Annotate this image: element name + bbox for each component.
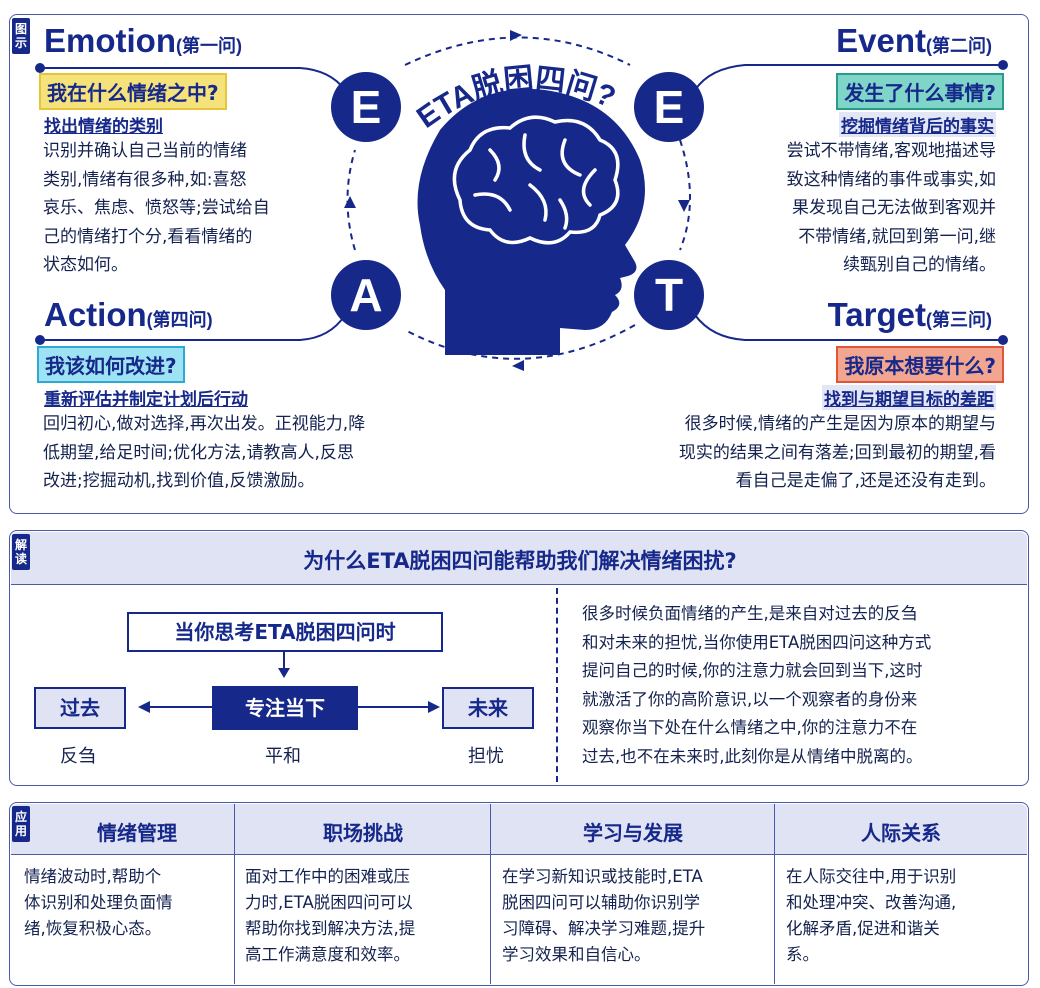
apply-head-relations: 人际关系 [861, 821, 941, 845]
future-caption: 担忧 [468, 746, 504, 767]
interpret-line: 过去,也不在未来时,此刻你是从情绪中脱离的。 [582, 746, 923, 766]
event-line: 尝试不带情绪,客观地描述导 [786, 141, 996, 161]
present-box: 专注当下 [212, 686, 358, 730]
interpret-body: 很多时候负面情绪的产生,是来自对过去的反刍 和对未来的担忧,当你使用ETA脱困四… [582, 600, 1022, 771]
interpret-line: 和对未来的担忧,当你使用ETA脱困四问这种方式 [582, 632, 932, 652]
diagram-tag: 图示 [12, 18, 30, 54]
interpret-line: 观察你当下处在什么情绪之中,你的注意力不在 [582, 718, 918, 737]
present-caption: 平和 [265, 746, 301, 767]
action-body: 回归初心,做对选择,再次出发。正视能力,降 低期望,给足时间;优化方法,请教高人… [43, 410, 483, 496]
emotion-line: 状态如何。 [43, 255, 128, 275]
action-line: 改进;挖掘动机,找到价值,反馈激励。 [43, 471, 315, 491]
interpret-divider [556, 588, 558, 782]
action-title-cn: (第四问) [146, 310, 213, 330]
apply-head-work: 职场挑战 [323, 821, 403, 845]
emotion-dot [35, 63, 45, 73]
emotion-letter-circle: E [331, 72, 401, 142]
apply-line: 化解矛盾,促进和谐关 [786, 919, 940, 938]
apply-line: 和处理冲突、改善沟通, [786, 893, 957, 912]
apply-line: 体识别和处理负面情 [24, 893, 173, 912]
event-line: 致这种情绪的事件或事实,如 [786, 169, 996, 190]
apply-line: 在人际交往中,用于识别 [786, 867, 957, 886]
diagram-connectors: ETA脱困四问? [40, 30, 1003, 371]
target-question: 我原本想要什么? [836, 346, 1004, 383]
target-title-cn: (第三问) [926, 310, 992, 330]
emotion-line: 哀乐、焦虑、愤怒等;尝试给自 [43, 198, 270, 218]
action-line: 低期望,给足时间;优化方法,请教高人,反思 [43, 442, 354, 463]
apply-body-work: 面对工作中的困难或压 力时,ETA脱困四问可以 帮助你找到解决方法,提 高工作满… [245, 864, 487, 968]
event-question: 发生了什么事情? [836, 73, 1004, 110]
apply-line: 脱困四问可以辅助你识别学 [502, 893, 700, 912]
apply-line: 绪,恢复积极心态。 [24, 919, 162, 938]
emotion-title-cn: (第一问) [175, 36, 242, 56]
event-dot [998, 60, 1008, 70]
apply-line: 力时,ETA脱困四问可以 [245, 893, 413, 912]
flow-arrows [138, 650, 440, 713]
apply-line: 情绪波动时,帮助个 [24, 867, 162, 886]
emotion-body: 识别并确认自己当前的情绪 类别,情绪有很多种,如:喜怒 哀乐、焦虑、愤怒等;尝试… [43, 137, 333, 280]
event-title-cn: (第二问) [926, 36, 992, 56]
apply-head-emotion: 情绪管理 [97, 821, 177, 845]
event-body: 尝试不带情绪,客观地描述导 致这种情绪的事件或事实,如 果发现自己无法做到客观并… [706, 137, 996, 280]
apply-body-learning: 在学习新知识或技能时,ETA 脱困四问可以辅助你识别学 习障碍、解决学习难题,提… [502, 864, 772, 968]
target-title-en: Target [827, 296, 926, 333]
event-subtitle: 挖掘情绪背后的事实 [839, 112, 996, 137]
past-caption: 反刍 [60, 746, 96, 767]
event-letter-circle: E [634, 72, 704, 142]
target-dot [998, 335, 1008, 345]
action-title-en: Action [44, 296, 147, 333]
apply-head-learning: 学习与发展 [583, 821, 683, 845]
think-box: 当你思考ETA脱困四问时 [127, 612, 443, 652]
target-line: 很多时候,情绪的产生是因为原本的期望与 [684, 414, 996, 434]
apply-line: 高工作满意度和效率。 [245, 945, 410, 964]
interpret-tag: 解读 [12, 534, 30, 570]
emotion-question: 我在什么情绪之中? [39, 73, 227, 110]
apply-line: 面对工作中的困难或压 [245, 867, 410, 886]
apply-line: 在学习新知识或技能时,ETA [502, 867, 703, 886]
emotion-subtitle: 找出情绪的类别 [44, 117, 163, 137]
target-body: 很多时候,情绪的产生是因为原本的期望与 现实的结果之间有落差;回到最初的期望,看… [576, 410, 996, 496]
future-box: 未来 [442, 687, 534, 729]
action-subtitle: 重新评估并制定计划后行动 [44, 390, 248, 410]
target-letter-circle: T [634, 260, 704, 330]
event-line: 果发现自己无法做到客观并 [792, 198, 996, 218]
event-title-en: Event [836, 22, 926, 59]
apply-line: 系。 [786, 945, 819, 964]
event-line: 不带情绪,就回到第一问,继 [798, 226, 996, 247]
emotion-line: 识别并确认自己当前的情绪 [43, 141, 247, 161]
emotion-line: 己的情绪打个分,看看情绪的 [43, 226, 253, 247]
action-question: 我该如何改进? [37, 346, 185, 383]
apply-line: 习障碍、解决学习难题,提升 [502, 919, 706, 938]
apply-header-bar [11, 804, 1027, 855]
event-heading: Event(第二问) [836, 22, 992, 60]
interpret-line: 就激活了你的高阶意识,以一个观察者的身份来 [582, 689, 918, 709]
apply-col-divider-3 [774, 804, 775, 984]
interpret-line: 提问自己的时候,你的注意力就会回到当下,这时 [582, 661, 923, 680]
target-subtitle: 找到与期望目标的差距 [822, 385, 996, 410]
past-box: 过去 [34, 687, 126, 729]
action-heading: Action(第四问) [44, 296, 213, 334]
event-line: 续甄别自己的情绪。 [843, 255, 996, 275]
emotion-line: 类别,情绪有很多种,如:喜怒 [43, 169, 247, 190]
apply-line: 帮助你找到解决方法,提 [245, 919, 416, 938]
apply-tag: 应用 [12, 806, 30, 842]
interpret-header-bar [11, 532, 1027, 585]
apply-col-divider-2 [490, 804, 491, 984]
emotion-heading: Emotion(第一问) [44, 22, 242, 60]
apply-body-emotion: 情绪波动时,帮助个 体识别和处理负面情 绪,恢复积极心态。 [24, 864, 229, 942]
action-letter-circle: A [331, 260, 401, 330]
apply-col-divider-1 [234, 804, 235, 984]
target-line: 现实的结果之间有落差;回到最初的期望,看 [678, 442, 996, 463]
action-dot [35, 335, 45, 345]
interpret-title: 为什么ETA脱困四问能帮助我们解决情绪困扰? [303, 549, 737, 573]
action-line: 回归初心,做对选择,再次出发。正视能力,降 [43, 414, 366, 434]
emotion-title-en: Emotion [44, 22, 176, 59]
interpret-line: 很多时候负面情绪的产生,是来自对过去的反刍 [582, 604, 918, 623]
target-heading: Target(第三问) [828, 296, 992, 334]
target-line: 看自己是走偏了,还是还没有走到。 [735, 471, 996, 491]
apply-line: 学习效果和自信心。 [502, 945, 651, 964]
apply-body-relations: 在人际交往中,用于识别 和处理冲突、改善沟通, 化解矛盾,促进和谐关 系。 [786, 864, 1022, 968]
